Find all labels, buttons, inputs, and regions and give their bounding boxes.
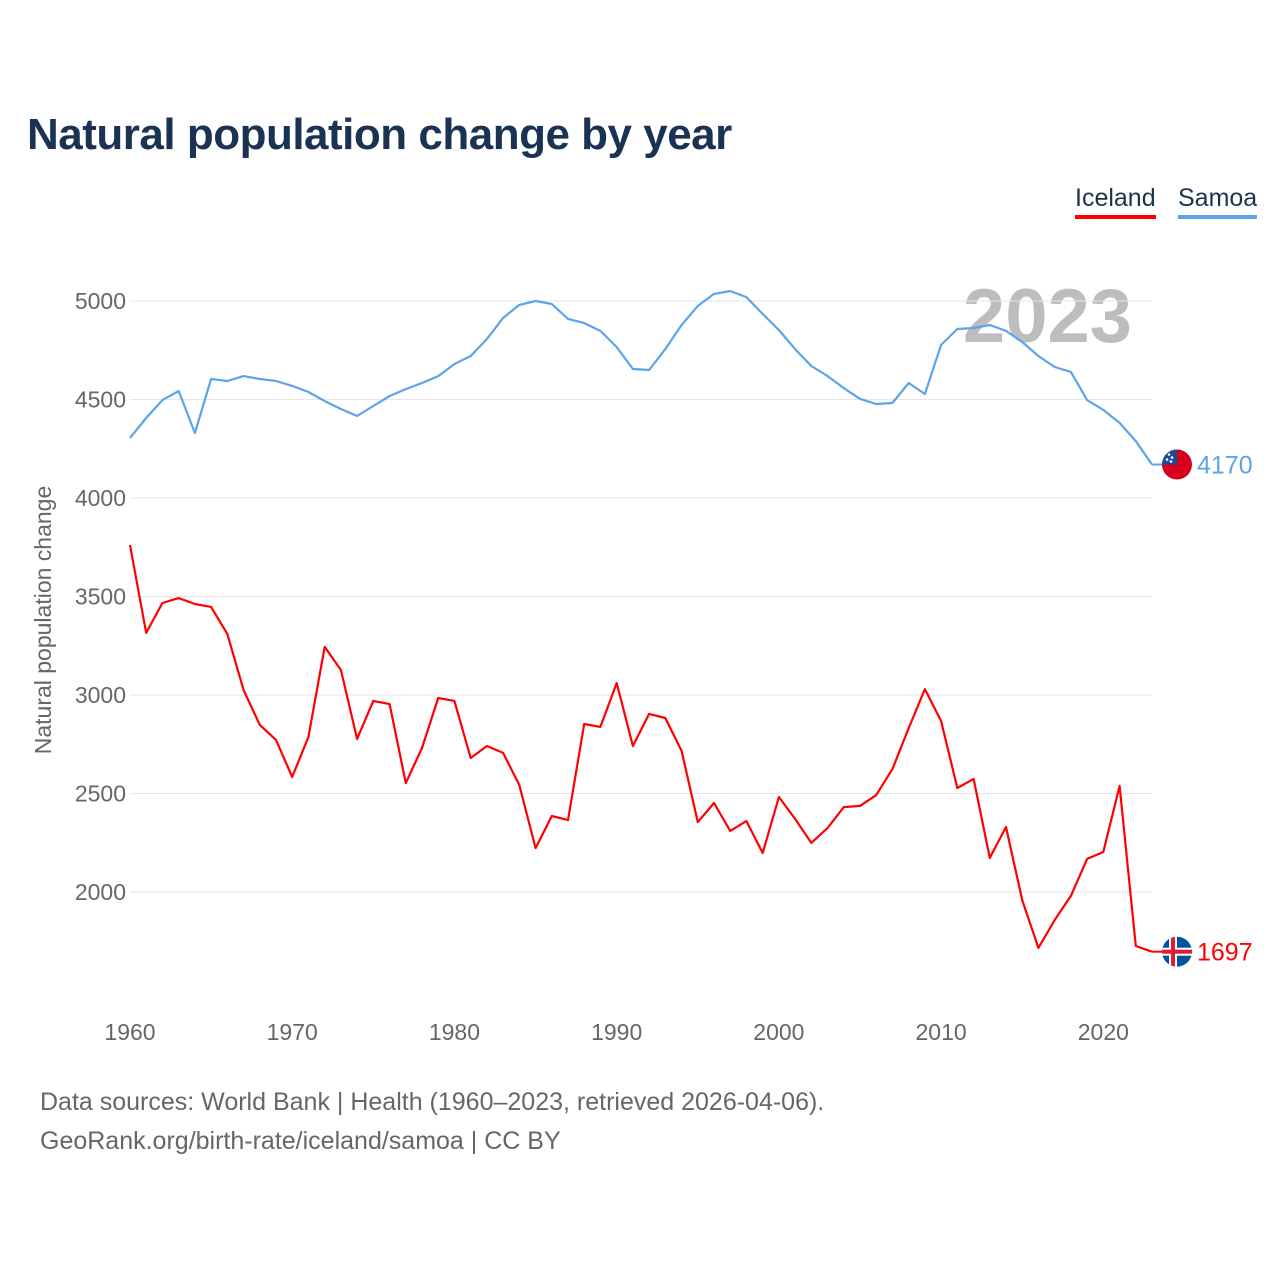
y-tick-label: 4000 (75, 485, 126, 511)
source-url[interactable]: GeoRank.org/birth-rate/iceland/samoa | C… (40, 1127, 561, 1155)
series-line-iceland (128, 544, 1153, 953)
series-line-samoa (129, 289, 1153, 466)
y-tick-label: 2500 (75, 781, 126, 807)
legend-item-samoa[interactable]: Samoa (1178, 184, 1258, 219)
samoa-flag-icon (1162, 449, 1192, 480)
year-watermark: 2023 (963, 274, 1132, 359)
y-tick-label: 5000 (75, 288, 126, 314)
y-tick-label: 2000 (75, 879, 126, 905)
chart-title: Natural population change by year (27, 110, 732, 159)
iceland-flag-icon (1162, 936, 1192, 967)
end-value-label-samoa: 4170 (1197, 452, 1253, 480)
x-tick-label: 1980 (429, 1019, 480, 1045)
x-tick-label: 2000 (753, 1019, 804, 1045)
x-tick-label: 1970 (267, 1019, 318, 1045)
y-tick-label: 3000 (75, 682, 126, 708)
x-tick-label: 1990 (591, 1019, 642, 1045)
end-value-label-iceland: 1697 (1197, 939, 1253, 967)
x-tick-label: 1960 (104, 1019, 155, 1045)
x-tick-label: 2010 (916, 1019, 967, 1045)
source-text: Data sources: World Bank | Health (1960–… (40, 1088, 825, 1116)
y-axis-label: Natural population change (30, 486, 56, 755)
x-tick-label: 2020 (1078, 1019, 1129, 1045)
y-tick-label: 3500 (75, 584, 126, 610)
y-tick-label: 4500 (75, 387, 126, 413)
legend-item-iceland[interactable]: Iceland (1075, 184, 1156, 219)
